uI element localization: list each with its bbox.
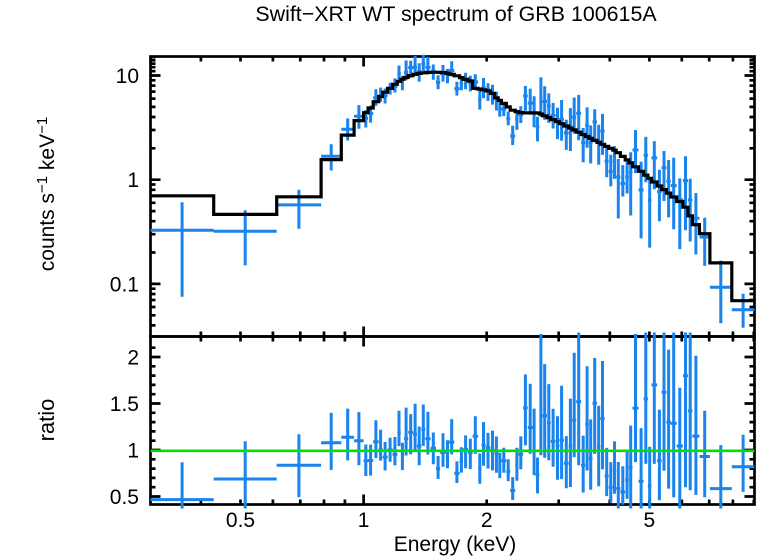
svg-text:2: 2 [127,347,139,370]
svg-text:10: 10 [116,65,139,88]
svg-text:Swift−XRT WT spectrum of GRB 1: Swift−XRT WT spectrum of GRB 100615A [255,2,657,26]
svg-text:1.5: 1.5 [110,393,139,416]
svg-text:5: 5 [644,509,656,532]
svg-text:0.1: 0.1 [110,273,139,296]
svg-text:0.5: 0.5 [226,509,255,532]
svg-text:ratio: ratio [34,399,59,442]
svg-text:Energy (keV): Energy (keV) [394,533,517,556]
svg-text:1: 1 [127,169,139,192]
svg-text:1: 1 [358,509,370,532]
svg-text:2: 2 [481,509,493,532]
svg-text:1: 1 [127,440,139,463]
svg-text:counts s−1 keV−1: counts s−1 keV−1 [34,117,59,271]
svg-text:0.5: 0.5 [110,486,139,509]
